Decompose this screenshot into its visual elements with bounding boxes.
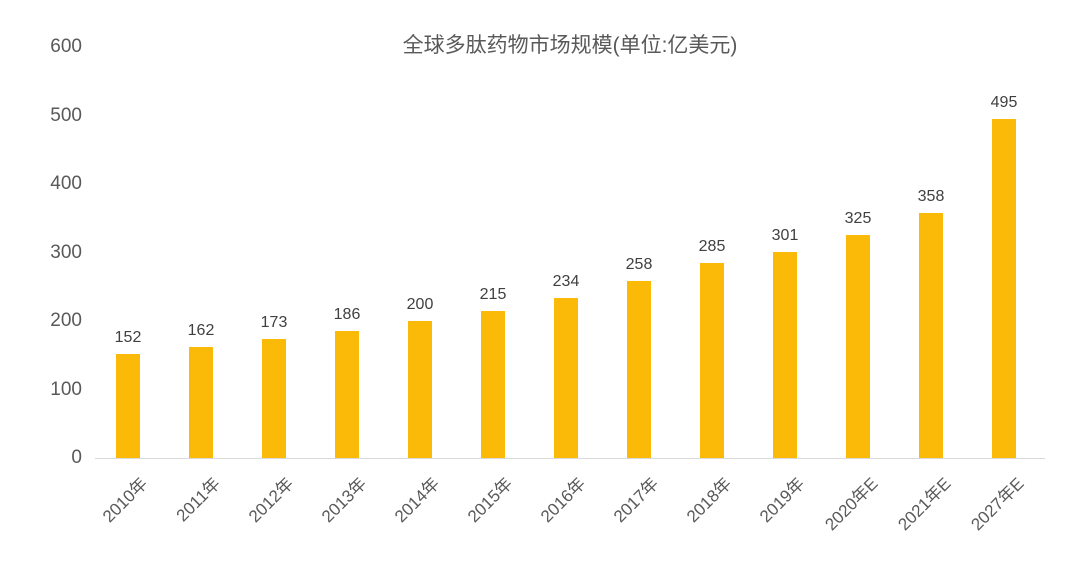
bar-value-label: 285 — [698, 237, 726, 255]
bar-value-label: 186 — [333, 305, 361, 323]
bar-value-label: 325 — [844, 210, 872, 228]
x-tick-label: 2015年 — [464, 474, 517, 527]
bar-value-label: 258 — [625, 256, 653, 274]
bar-value-label: 495 — [990, 93, 1018, 111]
x-tick-label: 2014年 — [391, 474, 444, 527]
bar-value-label: 215 — [479, 285, 507, 303]
x-tick-label: 2016年 — [537, 474, 590, 527]
x-axis-line — [95, 458, 1045, 459]
bar — [189, 347, 213, 458]
bar — [481, 310, 505, 458]
x-tick-label: 2021年E — [894, 474, 955, 535]
bar — [116, 353, 140, 458]
bar — [992, 118, 1016, 458]
x-tick-label: 2012年 — [245, 474, 298, 527]
y-tick-label: 100 — [50, 378, 82, 400]
x-tick-label: 2010年 — [99, 474, 152, 527]
bar-value-label: 152 — [114, 328, 142, 346]
y-tick-label: 300 — [50, 241, 82, 263]
bar — [627, 281, 651, 458]
y-tick-label: 0 — [71, 447, 82, 468]
bar-value-label: 200 — [406, 296, 434, 313]
bar — [919, 212, 943, 458]
bar-value-label: 173 — [260, 314, 288, 332]
y-tick-label: 600 — [50, 36, 82, 57]
bar — [335, 330, 359, 458]
bar — [408, 321, 432, 458]
bar-value-label: 358 — [917, 187, 945, 205]
x-tick-label: 2018年 — [683, 474, 736, 527]
x-tick-label: 2019年 — [756, 474, 809, 527]
bar — [773, 251, 797, 458]
bar-value-label: 162 — [187, 322, 215, 340]
x-tick-label: 2027年E — [967, 474, 1028, 535]
x-tick-label: 2017年 — [610, 474, 663, 527]
x-tick-label: 2011年 — [173, 474, 225, 526]
bar-value-label: 301 — [771, 226, 799, 244]
x-tick-label: 2020年E — [821, 474, 882, 535]
bar-value-label: 234 — [552, 272, 580, 290]
bar — [700, 262, 724, 458]
y-tick-label: 200 — [50, 310, 82, 331]
bar — [846, 235, 870, 458]
y-tick-label: 400 — [50, 173, 82, 194]
x-tick-label: 2013年 — [318, 474, 371, 527]
y-tick-label: 500 — [50, 104, 82, 126]
bar — [262, 339, 286, 458]
bar — [554, 297, 578, 458]
chart-title: 全球多肽药物市场规模(单位:亿美元) — [402, 34, 738, 57]
